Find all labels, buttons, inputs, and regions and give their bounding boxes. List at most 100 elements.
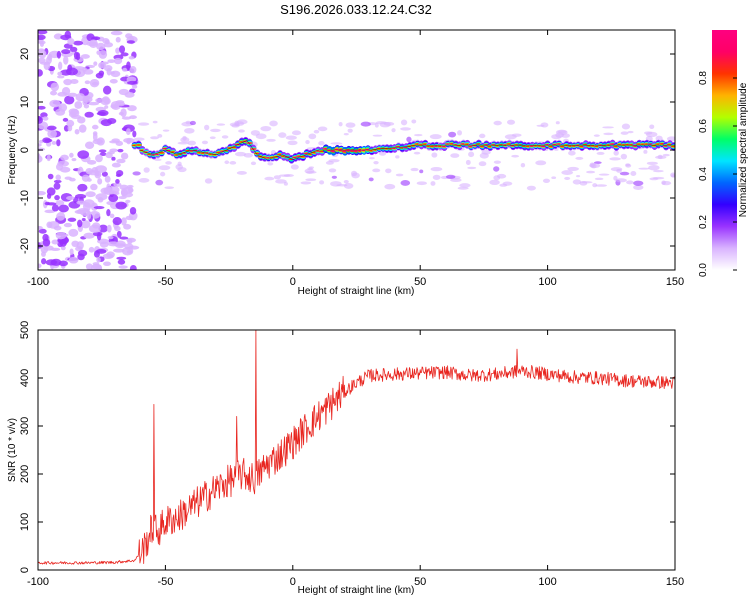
noise-blob [38, 40, 46, 45]
noise-blob [38, 48, 45, 52]
noise-blob [62, 117, 69, 122]
snr-y-tick-label: 400 [19, 369, 31, 387]
halo-blob [511, 133, 522, 137]
halo-blob [138, 178, 150, 183]
halo-blob [481, 149, 491, 155]
noise-blob [92, 138, 103, 145]
noise-blob [122, 67, 128, 72]
halo-blob [158, 165, 171, 171]
halo-blob [260, 126, 272, 132]
halo-blob [551, 176, 557, 180]
halo-blob [187, 140, 196, 146]
halo-blob [511, 154, 520, 158]
noise-blob [126, 61, 131, 71]
noise-blob [117, 148, 124, 153]
snr-y-tick-label: 300 [19, 417, 31, 435]
halo-blob [177, 161, 182, 167]
noise-blob [68, 228, 79, 237]
halo-blob [177, 141, 190, 145]
halo-blob [413, 151, 421, 155]
halo-blob [564, 176, 571, 180]
snr-x-tick-label: 150 [666, 576, 684, 588]
noise-blob [110, 30, 123, 36]
halo-blob [400, 180, 411, 186]
noise-blob [41, 251, 46, 257]
halo-blob [561, 170, 574, 176]
noise-blob [38, 143, 42, 147]
colorbar-gradient [712, 30, 737, 270]
noise-blob [123, 137, 135, 144]
noise-blob [100, 119, 112, 127]
noise-blob [58, 103, 68, 112]
noise-blob [98, 62, 107, 69]
halo-blob [351, 172, 360, 179]
ridge-segment [246, 142, 253, 144]
spectrogram-x-tick-label: 150 [666, 276, 684, 288]
spectrogram-x-tick-label: -50 [157, 276, 173, 288]
halo-blob [594, 177, 604, 181]
noise-blob [69, 248, 74, 256]
halo-blob [416, 181, 428, 186]
noise-blob [126, 250, 132, 254]
colorbar-tick-label: 0.0 [698, 263, 709, 277]
halo-blob [496, 173, 507, 179]
halo-blob [184, 127, 195, 134]
halo-blob [330, 142, 343, 145]
noise-blob [69, 46, 78, 53]
noise-blob [104, 175, 111, 183]
noise-blob [39, 139, 44, 144]
spectrogram-x-ticks: -100 -50 0 50 100 150 [27, 30, 684, 288]
halo-blob [291, 130, 301, 136]
noise-blob [82, 98, 88, 106]
halo-blob [589, 163, 601, 169]
noise-blob [116, 230, 122, 238]
halo-blob [132, 171, 141, 176]
halo-blob [305, 178, 317, 182]
noise-blob [38, 34, 46, 41]
halo-blob [478, 161, 487, 167]
noise-blob [93, 250, 100, 258]
snr-x-tick-label: 50 [414, 576, 426, 588]
noise-blob [51, 140, 57, 145]
noise-blob [38, 69, 43, 77]
noise-blob [38, 116, 43, 124]
snr-y-tick-label: 500 [19, 321, 31, 339]
noise-blob [85, 191, 96, 198]
noise-blob [96, 256, 101, 263]
halo-blob [610, 167, 623, 172]
noise-blob [63, 78, 73, 86]
noise-blob [83, 232, 95, 239]
halo-blob [575, 156, 584, 160]
halo-blob [331, 175, 337, 179]
noise-blob [67, 92, 78, 98]
noise-blob [46, 202, 57, 206]
halo-blob [238, 129, 245, 133]
halo-blob [162, 129, 170, 132]
halo-blob [638, 167, 650, 170]
halo-blob [489, 179, 500, 186]
noise-blob [126, 76, 137, 83]
noise-blob [103, 261, 111, 267]
halo-blob [593, 134, 600, 137]
halo-blob [410, 167, 419, 172]
snr-y-ticks: 0 100 200 300 400 500 [19, 321, 675, 573]
halo-blob [603, 132, 614, 136]
noise-blob [129, 207, 137, 215]
noise-blob [38, 57, 46, 64]
noise-blob [61, 86, 71, 96]
noise-blob [112, 217, 122, 226]
noise-blob [98, 149, 107, 153]
noise-blob [117, 259, 126, 265]
noise-blob [38, 105, 46, 110]
noise-blob [111, 156, 116, 161]
noise-blob [74, 128, 80, 135]
noise-blob [121, 188, 126, 197]
noise-blob [128, 56, 135, 60]
halo-blob [234, 121, 245, 126]
noise-blob [115, 36, 121, 43]
halo-blob [431, 152, 438, 158]
halo-blob [368, 157, 375, 160]
noise-blob [56, 212, 66, 221]
noise-blob [101, 171, 108, 177]
